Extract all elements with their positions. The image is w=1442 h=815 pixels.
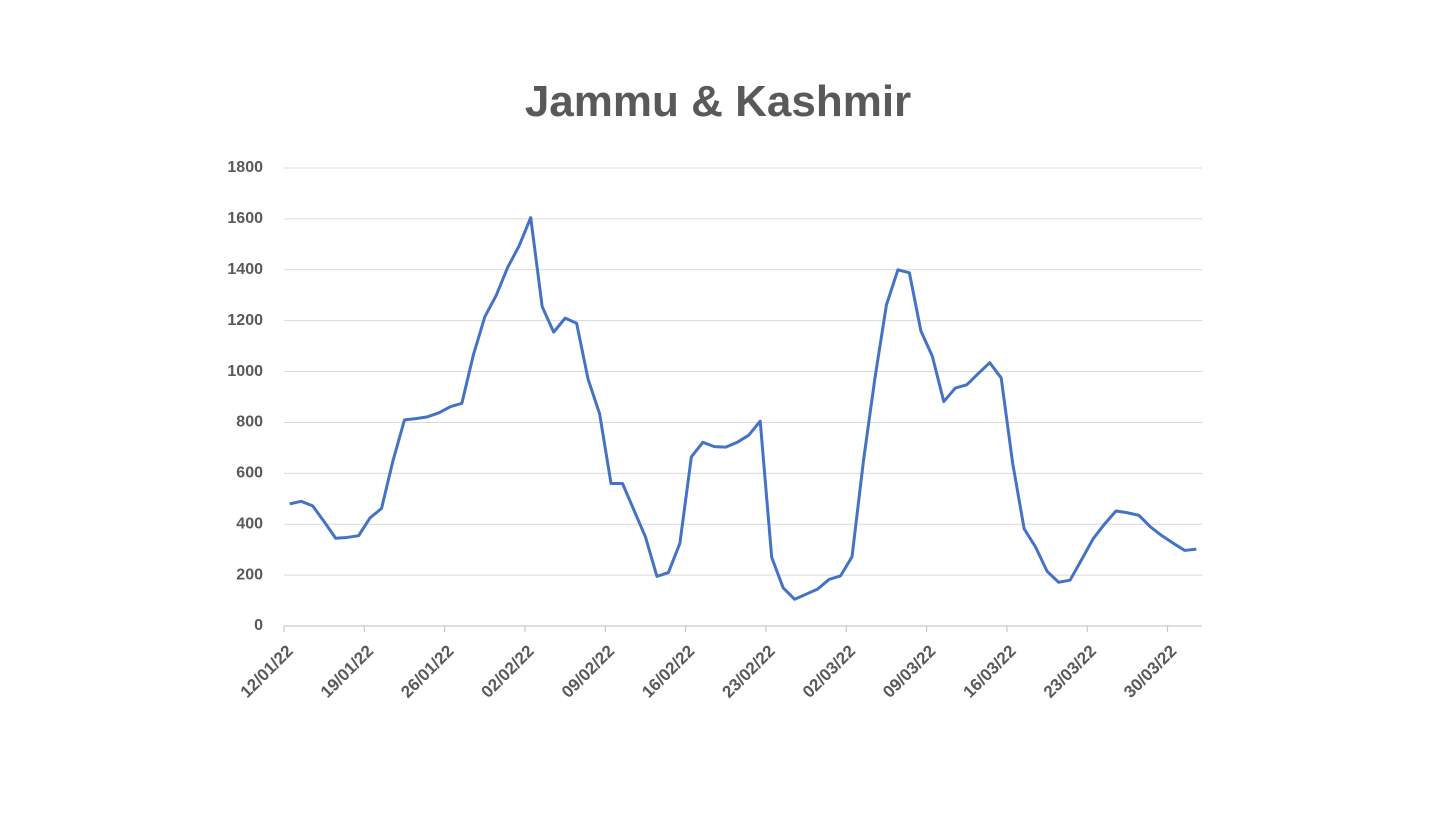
y-tick-label: 1200 <box>227 312 263 329</box>
x-tick-label: 09/03/22 <box>879 641 939 701</box>
data-line <box>289 216 1197 601</box>
x-tick-label: 02/02/22 <box>478 641 538 701</box>
x-tick-label: 09/02/22 <box>558 641 618 701</box>
chart-title: Jammu & Kashmir <box>525 77 911 126</box>
x-tick-label: 26/01/22 <box>397 641 457 701</box>
x-tick-label: 19/01/22 <box>317 641 377 701</box>
y-tick-label: 600 <box>236 465 263 482</box>
y-tick-label: 1400 <box>227 261 263 278</box>
y-tick-label: 800 <box>236 414 263 431</box>
x-tick-label: 23/02/22 <box>719 641 779 701</box>
x-tick-label: 16/02/22 <box>638 641 698 701</box>
y-tick-label: 1600 <box>227 210 263 227</box>
y-tick-label: 1000 <box>227 363 263 380</box>
x-tick-label: 02/03/22 <box>799 641 859 701</box>
x-tick-label: 16/03/22 <box>960 641 1020 701</box>
x-tick-label: 23/03/22 <box>1040 641 1100 701</box>
y-tick-label: 200 <box>236 566 263 583</box>
x-tick-label: 12/01/22 <box>237 641 297 701</box>
y-tick-label: 1800 <box>227 159 263 176</box>
y-tick-label: 0 <box>254 617 263 634</box>
x-tick-label: 30/03/22 <box>1120 641 1180 701</box>
y-tick-label: 400 <box>236 515 263 532</box>
